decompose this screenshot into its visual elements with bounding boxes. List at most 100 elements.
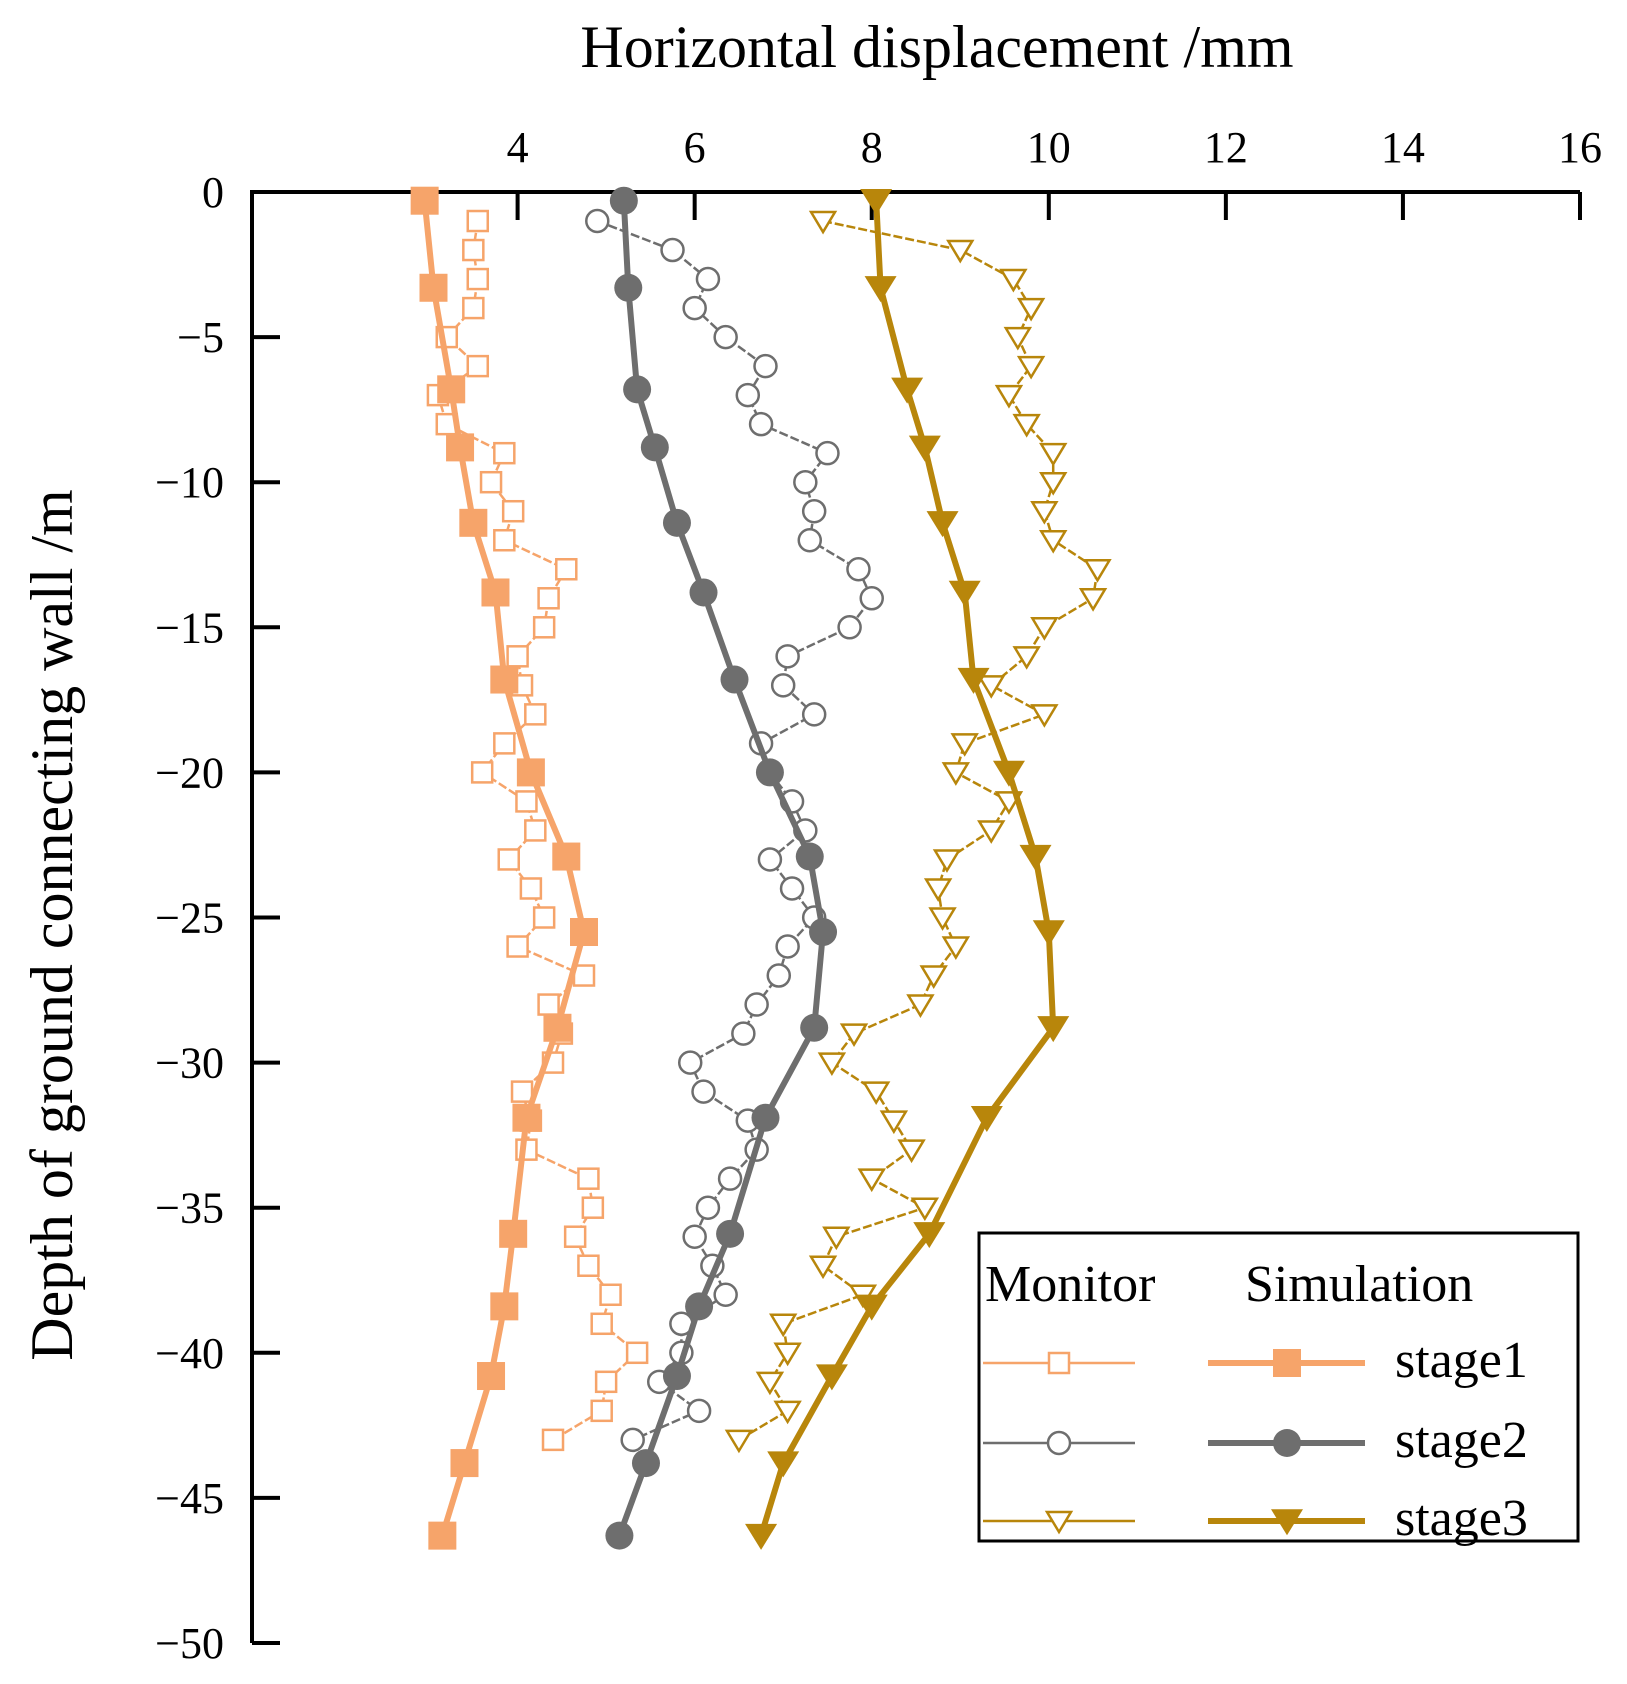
legend-label-stage3: stage3 (1395, 1490, 1528, 1547)
data-point-stage1-monitor (519, 877, 543, 900)
data-point-stage3-monitor (808, 1255, 838, 1280)
data-point-stage2-monitor (695, 1195, 721, 1220)
data-point-stage3-monitor (906, 994, 935, 1018)
data-point-stage1-simulation (428, 1521, 457, 1550)
data-point-stage3-monitor (1039, 529, 1068, 554)
data-point-stage3-simulation (1032, 920, 1065, 947)
y-tick-label: −30 (155, 1039, 224, 1088)
data-point-stage2-simulation (623, 375, 652, 404)
data-point-stage2-monitor (757, 847, 783, 872)
data-point-stage3-simulation (1019, 844, 1052, 871)
legend-marker-monitor-stage3 (1044, 1510, 1074, 1535)
data-point-stage2-simulation (795, 842, 824, 871)
data-point-stage2-monitor (801, 498, 827, 524)
data-point-stage1-monitor (577, 1167, 600, 1190)
data-point-stage1-monitor (466, 267, 490, 291)
data-point-stage2-monitor (677, 1050, 703, 1075)
data-point-stage2-monitor (846, 557, 871, 582)
data-point-stage1-monitor (524, 819, 547, 842)
data-point-stage1-simulation (437, 375, 466, 404)
data-point-stage3-simulation (864, 276, 897, 303)
data-point-stage3-simulation (926, 511, 959, 538)
data-point-stage1-simulation (481, 578, 510, 607)
data-point-stage3-monitor (950, 733, 979, 757)
data-point-stage1-monitor (479, 470, 503, 494)
x-tick-label: 10 (1027, 123, 1071, 172)
data-point-stage2-simulation (662, 1362, 691, 1391)
series-line-stage2-simulation (616, 200, 826, 1537)
data-point-stage3-simulation (815, 1364, 848, 1391)
data-point-stage2-simulation (614, 273, 643, 302)
data-point-stage1-simulation (477, 1362, 506, 1391)
data-point-stage2-simulation (609, 186, 638, 215)
y-tick-label: −20 (155, 748, 224, 797)
data-point-stage3-monitor (768, 1313, 798, 1338)
series-stage2-simulation (605, 186, 838, 1550)
legend-marker-simulation-stage3 (1271, 1509, 1303, 1536)
series-stage1-simulation (410, 186, 598, 1550)
data-point-stage3-monitor (1003, 326, 1033, 351)
series-stage3-monitor (724, 210, 1112, 1454)
series-layer (410, 186, 1112, 1550)
axes: 4 6 8 10 12 14 16 0 −5 −10 −15 −20 −25 −30 −35 −40 −45 −5… (155, 123, 1602, 1668)
data-point-stage1-monitor (470, 761, 494, 784)
data-point-stage3-monitor (919, 965, 948, 989)
data-point-stage1-simulation (552, 842, 581, 871)
data-point-stage1-simulation (450, 1449, 479, 1478)
data-point-stage1-monitor (462, 296, 485, 320)
data-point-stage3-monitor (1012, 413, 1041, 438)
data-point-stage1-simulation (570, 918, 598, 947)
data-point-stage3-monitor (817, 1052, 847, 1077)
data-point-stage1-simulation (490, 1292, 519, 1321)
data-point-stage3-simulation (948, 580, 981, 607)
data-point-stage2-monitor (713, 324, 738, 350)
data-point-stage2-simulation (685, 1292, 714, 1321)
data-point-stage1-monitor (524, 703, 547, 726)
data-point-stage3-monitor (861, 1081, 891, 1106)
y-tick-label: −15 (155, 603, 224, 652)
data-point-stage1-monitor (572, 964, 596, 987)
legend-header-simulation: Simulation (1245, 1256, 1473, 1313)
data-point-stage3-simulation (908, 435, 941, 462)
data-point-stage2-monitor (766, 963, 792, 988)
data-point-stage3-monitor (1083, 559, 1112, 583)
data-point-stage1-simulation (446, 433, 475, 462)
data-point-stage2-simulation (751, 1103, 780, 1132)
data-point-stage1-monitor (590, 1399, 613, 1423)
data-point-stage1-monitor (466, 209, 490, 233)
data-point-stage2-monitor (753, 353, 778, 379)
legend-frame (977, 1231, 1580, 1543)
x-axis-title: Horizontal displacement /mm (580, 14, 1293, 80)
data-point-stage3-monitor (1039, 442, 1068, 467)
data-point-stage2-monitor (859, 586, 884, 611)
data-point-stage2-simulation (720, 665, 749, 694)
data-point-stage2-monitor (793, 469, 818, 495)
data-point-stage1-monitor (625, 1341, 649, 1365)
x-tick-label: 14 (1381, 123, 1425, 172)
data-point-stage1-monitor (537, 587, 560, 610)
data-point-stage2-monitor (748, 411, 774, 437)
x-tick-label: 4 (507, 123, 529, 172)
y-tick-label: −10 (155, 458, 224, 507)
data-point-stage3-monitor (1030, 704, 1059, 728)
data-point-stage3-monitor (773, 1400, 802, 1425)
legend-marks (983, 1349, 1365, 1536)
data-point-stage2-simulation (662, 508, 691, 537)
data-point-stage1-monitor (493, 441, 516, 465)
x-tick-label: 8 (861, 123, 883, 172)
data-point-stage3-monitor (928, 907, 957, 931)
data-point-stage3-monitor (773, 1342, 802, 1367)
data-point-stage3-monitor (941, 762, 971, 786)
series-stage3-simulation (745, 189, 1070, 1550)
data-point-stage1-monitor (563, 1225, 587, 1248)
data-point-stage3-monitor (1039, 471, 1068, 496)
data-point-stage1-simulation (419, 273, 448, 302)
data-point-stage3-simulation (767, 1451, 800, 1478)
data-point-stage3-simulation (1037, 1016, 1070, 1043)
data-point-stage2-monitor (686, 1398, 712, 1424)
data-point-stage1-monitor (537, 993, 560, 1016)
data-point-stage3-monitor (1030, 500, 1059, 525)
y-axis-title: Depth of ground connecting wall /m (19, 489, 85, 1360)
data-point-stage1-monitor (462, 238, 485, 262)
